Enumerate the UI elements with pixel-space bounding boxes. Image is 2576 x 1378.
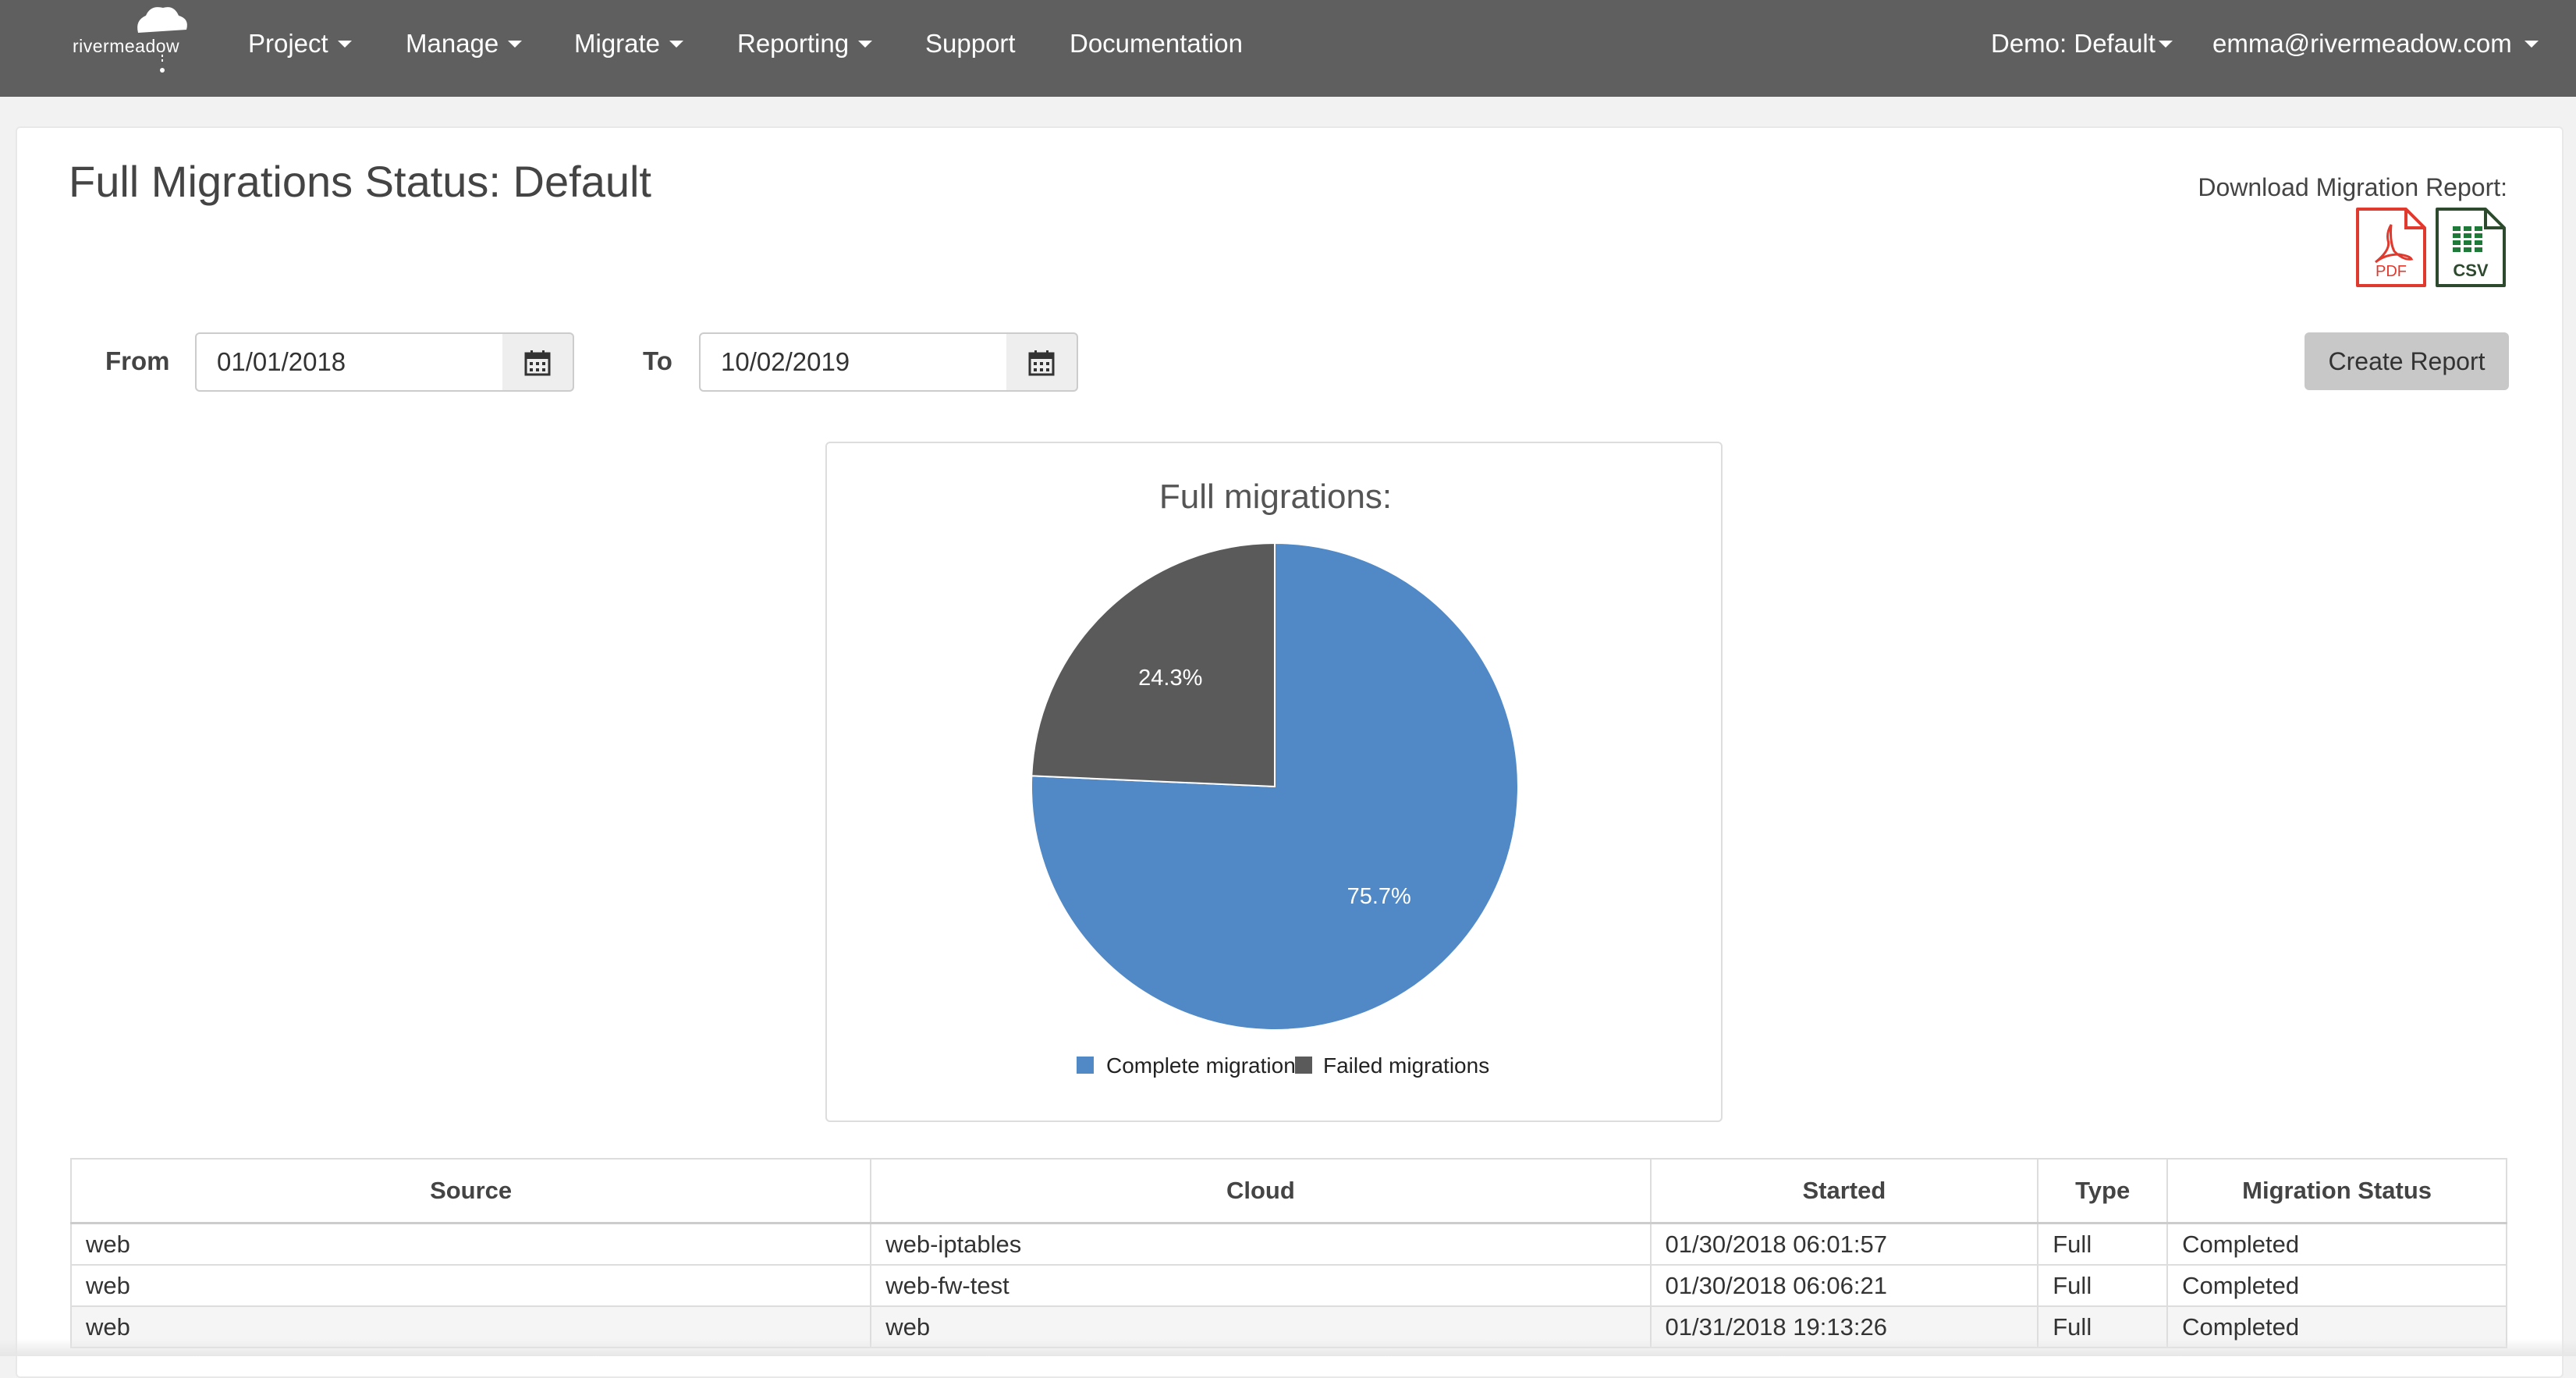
caret-down-icon: [2158, 40, 2173, 48]
to-label: To: [643, 346, 672, 375]
cell-cloud: web-iptables: [870, 1222, 1652, 1266]
from-label: From: [105, 346, 170, 375]
top-navbar: rivermeadow Project Manage Migrate Repor…: [0, 0, 2576, 97]
pie-chart: 75.7% 24.3%: [1031, 542, 1519, 1031]
from-date-input[interactable]: [195, 332, 504, 392]
column-header-migration-status[interactable]: Migration Status: [2166, 1158, 2507, 1224]
user-menu[interactable]: emma@rivermeadow.com: [2212, 25, 2539, 62]
caret-down-icon: [669, 40, 684, 48]
legend-label-failed[interactable]: Failed migrations: [1323, 1053, 1490, 1078]
download-report-label: Download Migration Report:: [2198, 173, 2507, 201]
nav-documentation[interactable]: Documentation: [1070, 25, 1243, 62]
org-selector-label: Demo: Default: [1991, 29, 2156, 58]
nav-migrate[interactable]: Migrate: [574, 25, 684, 62]
rivermeadow-logo[interactable]: rivermeadow: [66, 2, 191, 78]
cell-started: 01/30/2018 06:01:57: [1649, 1222, 2039, 1266]
legend-swatch-complete: [1077, 1057, 1094, 1074]
pie-slice-failed[interactable]: [1031, 542, 1276, 788]
column-header-source[interactable]: Source: [69, 1158, 872, 1224]
nav-project[interactable]: Project: [248, 25, 352, 62]
legend-label-complete[interactable]: Complete migration: [1106, 1053, 1296, 1078]
table-header-row: Source Cloud Started Type Migration Stat…: [69, 1158, 2507, 1224]
pdf-icon[interactable]: PDF: [2354, 206, 2428, 289]
column-header-type[interactable]: Type: [2037, 1158, 2169, 1224]
pie-label-complete: 75.7%: [1347, 884, 1411, 909]
table-row[interactable]: web web-fw-test 01/30/2018 06:06:21 Full…: [69, 1264, 2507, 1307]
cell-type: Full: [2037, 1264, 2169, 1307]
table-row[interactable]: web web-iptables 01/30/2018 06:01:57 Ful…: [69, 1222, 2507, 1266]
nav-project-label: Project: [248, 29, 328, 58]
logo-text: rivermeadow: [73, 36, 180, 56]
nav-reporting[interactable]: Reporting: [737, 25, 873, 62]
user-email: emma@rivermeadow.com: [2212, 29, 2512, 58]
calendar-icon: [1028, 350, 1055, 376]
csv-icon-text: CSV: [2453, 261, 2489, 280]
cell-status: Completed: [2166, 1222, 2507, 1266]
calendar-icon: [524, 350, 551, 376]
caret-down-icon: [337, 40, 352, 48]
page-title: Full Migrations Status: Default: [69, 157, 651, 206]
pie-slice-complete[interactable]: [1031, 542, 1519, 1031]
to-date-input[interactable]: [699, 332, 1008, 392]
caret-down-icon: [858, 40, 873, 48]
from-calendar-button[interactable]: [502, 332, 574, 392]
caret-down-icon: [508, 40, 523, 48]
nav-manage[interactable]: Manage: [406, 25, 523, 62]
org-selector[interactable]: Demo: Default: [1991, 25, 2173, 62]
cell-cloud: web-fw-test: [870, 1264, 1652, 1307]
migrations-table: Source Cloud Started Type Migration Stat…: [69, 1158, 2507, 1348]
chart-title: Full migrations:: [1158, 478, 1393, 516]
nav-documentation-label: Documentation: [1070, 29, 1243, 58]
nav-manage-label: Manage: [406, 29, 499, 58]
nav-support-label: Support: [925, 29, 1016, 58]
nav-reporting-label: Reporting: [737, 29, 850, 58]
csv-icon[interactable]: CSV: [2434, 206, 2507, 289]
pie-label-failed: 24.3%: [1138, 666, 1202, 691]
cell-type: Full: [2037, 1222, 2169, 1266]
column-header-cloud[interactable]: Cloud: [870, 1158, 1652, 1224]
caret-down-icon: [2524, 40, 2539, 48]
cell-source: web: [69, 1222, 872, 1266]
cell-source: web: [69, 1264, 872, 1307]
column-header-started[interactable]: Started: [1649, 1158, 2039, 1224]
cell-started: 01/30/2018 06:06:21: [1649, 1264, 2039, 1307]
legend-swatch-failed: [1295, 1057, 1312, 1074]
cell-status: Completed: [2166, 1264, 2507, 1307]
create-report-button[interactable]: Create Report: [2305, 332, 2509, 390]
cloud-logo-icon: [137, 7, 187, 73]
nav-migrate-label: Migrate: [574, 29, 661, 58]
scroll-fade: [0, 1339, 2576, 1356]
pdf-icon-text: PDF: [2376, 263, 2407, 280]
nav-support[interactable]: Support: [925, 25, 1016, 62]
to-calendar-button[interactable]: [1006, 332, 1078, 392]
